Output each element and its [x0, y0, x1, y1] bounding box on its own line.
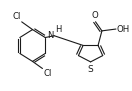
- Text: Cl: Cl: [43, 69, 51, 78]
- Text: O: O: [91, 11, 98, 20]
- Text: N: N: [48, 31, 54, 40]
- Text: Cl: Cl: [13, 12, 21, 21]
- Text: S: S: [88, 65, 93, 74]
- Text: H: H: [55, 25, 61, 34]
- Text: OH: OH: [117, 25, 130, 34]
